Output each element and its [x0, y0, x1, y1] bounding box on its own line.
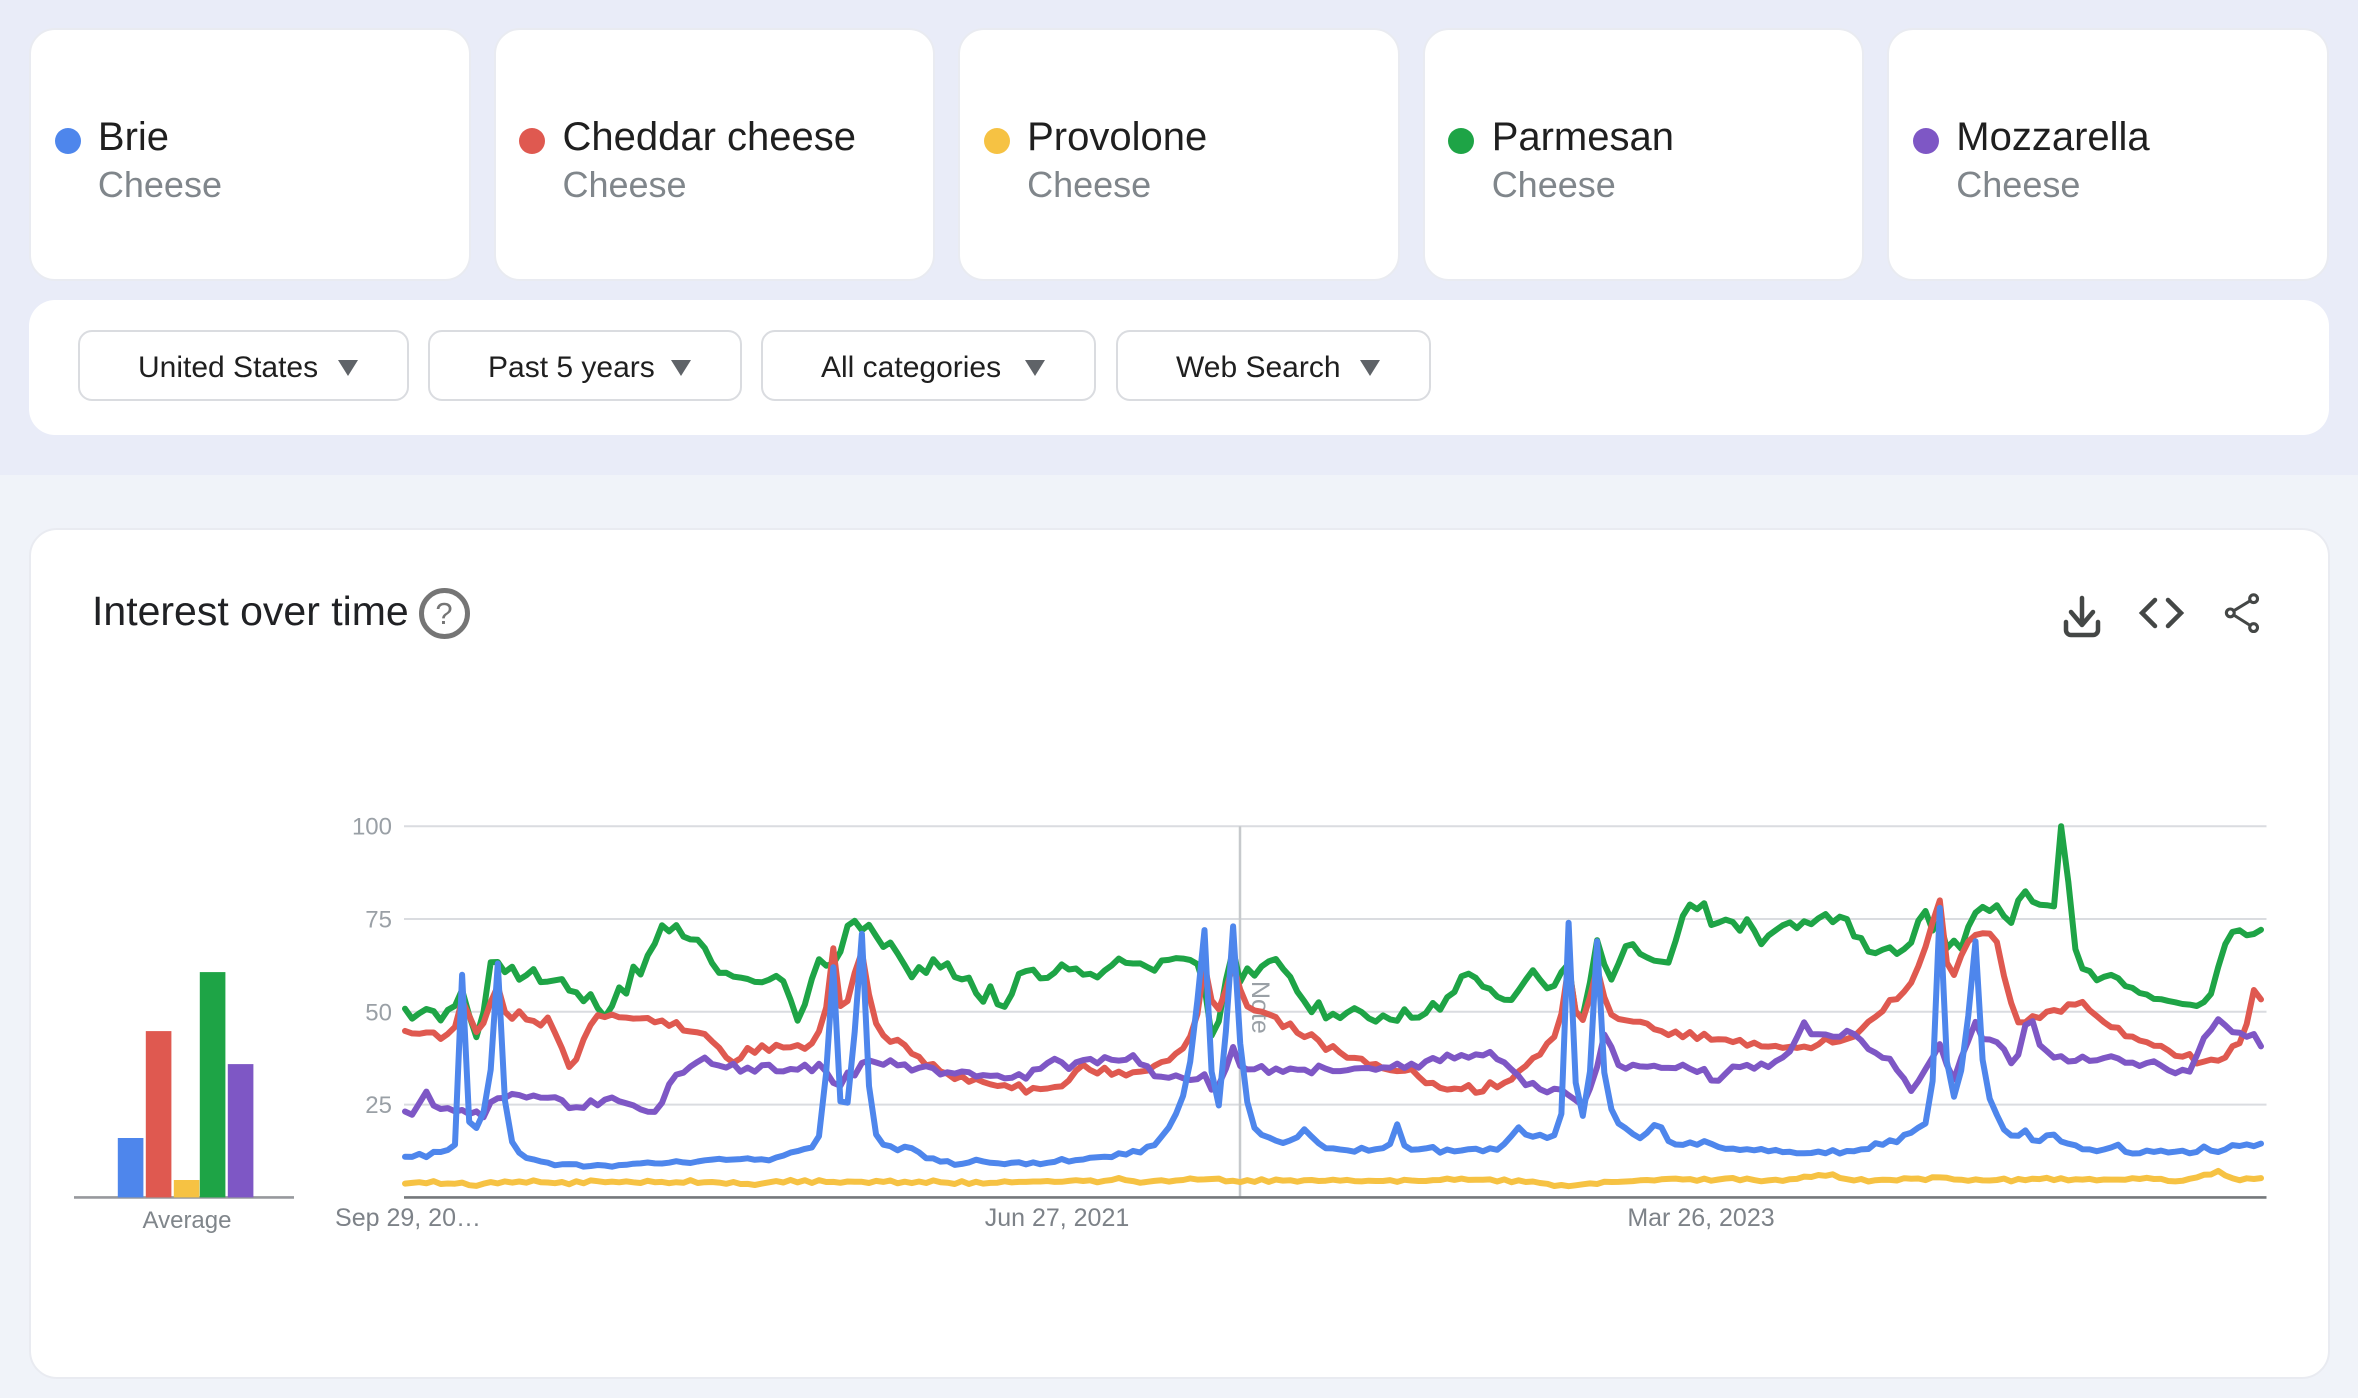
svg-text:Average: Average: [143, 1207, 232, 1234]
svg-text:50: 50: [365, 1000, 392, 1027]
svg-text:Mar 26, 2023: Mar 26, 2023: [1627, 1204, 1774, 1232]
svg-text:75: 75: [365, 907, 392, 934]
svg-text:Sep 29, 20…: Sep 29, 20…: [335, 1204, 481, 1232]
svg-text:100: 100: [352, 814, 392, 841]
svg-text:Jun 27, 2021: Jun 27, 2021: [985, 1204, 1130, 1232]
svg-text:25: 25: [365, 1092, 392, 1119]
